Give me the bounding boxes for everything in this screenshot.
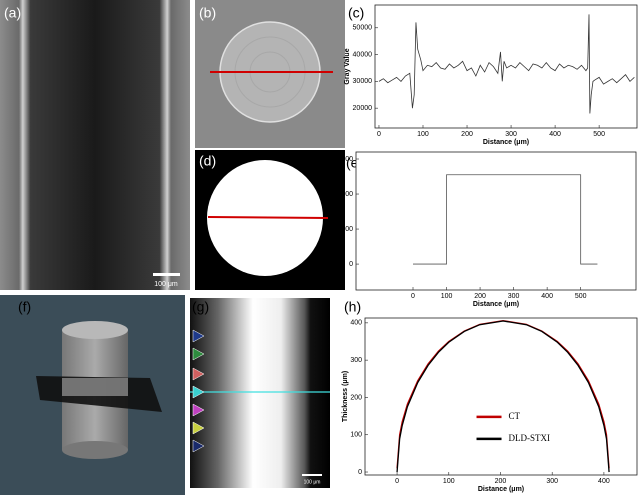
x-axis-title: Distance (μm)	[483, 139, 529, 146]
panel-d-image	[195, 150, 345, 290]
scale-bar-label: 100 μm	[304, 479, 321, 485]
y-tick-label: 200	[341, 191, 353, 198]
x-tick-label: 100	[417, 131, 429, 138]
x-tick-label: 200	[474, 293, 486, 300]
plot-area	[364, 317, 638, 476]
y-axis-title: Gray Value	[344, 48, 351, 84]
panel-g-image: 100 μm	[190, 298, 330, 488]
panel-a-image: 100 μm	[0, 0, 190, 290]
x-tick-label: 0	[411, 293, 415, 300]
x-tick-label: 300	[505, 131, 517, 138]
panel-label: (g)	[192, 299, 209, 315]
legend-label: DLD-STXI	[509, 433, 551, 443]
panel-label: (d)	[199, 153, 216, 169]
y-tick-label: 50000	[353, 25, 373, 32]
y-tick-label: 300	[341, 156, 353, 163]
x-axis-title: Distance (μm)	[478, 486, 524, 493]
x-tick-label: 400	[549, 131, 561, 138]
y-tick-label: 0	[349, 261, 353, 268]
scale-bar-label: 100 μm	[154, 281, 178, 288]
panel-label: (c)	[348, 5, 364, 21]
x-tick-label: 100	[443, 478, 455, 485]
panel-b-image	[195, 0, 345, 148]
x-tick-label: 500	[593, 131, 605, 138]
data-line	[413, 174, 598, 265]
panel-f-render	[0, 295, 185, 495]
y-axis-title: Gray Value	[333, 203, 340, 239]
x-tick-label: 100	[441, 293, 453, 300]
panel-label: (a)	[4, 5, 21, 21]
x-tick-label: 200	[461, 131, 473, 138]
x-tick-label: 200	[495, 478, 507, 485]
panel-label: (h)	[344, 299, 361, 315]
y-tick-label: 300	[350, 357, 362, 364]
x-tick-label: 300	[508, 293, 520, 300]
plot-area	[355, 151, 637, 291]
y-tick-label: 20000	[353, 105, 373, 112]
x-axis-title: Distance (μm)	[473, 301, 519, 308]
x-tick-label: 0	[377, 131, 381, 138]
x-tick-label: 400	[598, 478, 610, 485]
y-tick-label: 400	[350, 320, 362, 327]
panel-label: (b)	[199, 5, 216, 21]
y-axis-title: Thickness (μm)	[342, 371, 349, 422]
y-tick-label: 30000	[353, 78, 373, 85]
x-tick-label: 400	[541, 293, 553, 300]
y-tick-label: 200	[350, 394, 362, 401]
legend-label: CT	[509, 411, 521, 421]
y-tick-label: 100	[341, 226, 353, 233]
data-line	[378, 14, 635, 114]
x-tick-label: 500	[575, 293, 587, 300]
y-tick-label: 0	[358, 469, 362, 476]
y-tick-label: 40000	[353, 51, 373, 58]
data-line	[396, 320, 610, 473]
x-tick-label: 300	[546, 478, 558, 485]
panel-label: (f)	[18, 299, 31, 315]
y-tick-label: 100	[350, 432, 362, 439]
x-tick-label: 0	[395, 478, 399, 485]
